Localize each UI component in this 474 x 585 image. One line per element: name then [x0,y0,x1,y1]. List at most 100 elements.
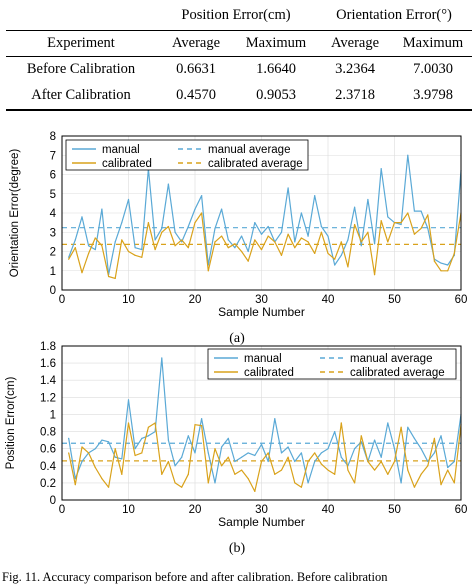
data-point [234,473,236,475]
table-cell: 2.3718 [316,82,394,111]
data-point [300,212,302,214]
data-point [174,231,176,233]
data-point [447,270,449,272]
x-tick-label: 0 [59,294,65,306]
data-point [260,443,263,445]
data-point [267,452,269,454]
data-point [354,206,356,208]
data-point [340,422,342,424]
x-tick-label: 20 [189,294,202,306]
data-point [107,441,110,443]
data-point [433,452,435,454]
data-point [420,448,422,450]
data-point [174,245,176,247]
data-point [81,460,83,463]
data-point [393,222,396,224]
data-point [380,460,382,463]
data-point [147,435,150,437]
data-point [287,446,289,448]
data-point [68,452,70,454]
data-point [420,227,422,229]
data-point [407,469,409,471]
data-point [167,439,169,441]
group-header-orientation: Orientation Error(°) [336,6,452,23]
data-point [400,223,402,226]
data-point [307,235,309,237]
data-point [407,212,409,214]
series-line-calibrated [68,422,462,492]
plot-frame [61,135,462,291]
data-point [440,435,442,437]
data-point [280,452,283,454]
data-point [340,456,342,458]
y-tick-label: 0.2 [40,478,56,490]
data-point [340,241,342,243]
data-point [74,484,76,486]
data-point [354,223,356,226]
data-point [240,456,243,458]
data-point [354,448,356,450]
data-point [94,237,96,239]
data-point [134,247,136,249]
data-point [127,422,130,424]
y-tick-label: 6 [50,170,56,182]
data-point [234,247,236,249]
y-axis-label: Orientation Error(degree) [9,149,21,278]
data-point [88,245,90,247]
series-line-calibrated [68,212,462,279]
data-point [194,222,196,224]
data-point [347,266,349,268]
data-point [334,264,336,266]
data-point [221,235,223,237]
table-cell: After Calibration [6,82,156,111]
data-point [433,437,435,439]
y-tick-label: 8 [50,131,56,143]
data-point [300,486,302,488]
data-point [447,469,449,471]
data-point [300,237,302,239]
data-point [134,454,136,457]
x-tick-label: 50 [388,294,401,306]
data-point [207,482,209,484]
data-point [407,154,409,156]
legend-box [207,348,457,380]
data-point [294,241,296,243]
y-tick-label: 1 [50,266,56,278]
data-point [247,260,249,262]
legend-label: manual [102,144,140,156]
data-point [307,241,309,243]
column-header: Experiment [6,30,156,57]
data-point [81,216,83,218]
data-point [141,437,143,439]
data-point [107,486,110,488]
legend-label: manual average [208,144,290,156]
data-point [380,220,382,222]
data-point [433,260,435,262]
data-point [380,168,382,170]
data-point [221,465,223,467]
data-point [280,469,283,471]
y-tick-label: 5 [50,189,56,201]
data-point [194,452,196,454]
data-point [194,424,196,426]
data-point [387,422,389,424]
data-point [154,248,156,251]
data-point [360,245,362,247]
x-tick-label: 50 [388,504,401,516]
data-point [260,248,263,251]
data-point [294,460,296,463]
data-point [201,424,203,427]
x-tick-label: 30 [255,294,268,306]
data-point [294,482,296,484]
data-point [88,252,90,255]
data-point [227,456,229,458]
data-point [267,225,269,228]
legend-label: calibrated average [350,367,445,379]
legend-label: calibrated [244,367,294,379]
data-point [367,198,369,201]
data-point [187,435,189,437]
data-point [74,247,76,249]
data-point [367,231,369,233]
data-point [334,258,336,260]
data-point [181,486,183,488]
